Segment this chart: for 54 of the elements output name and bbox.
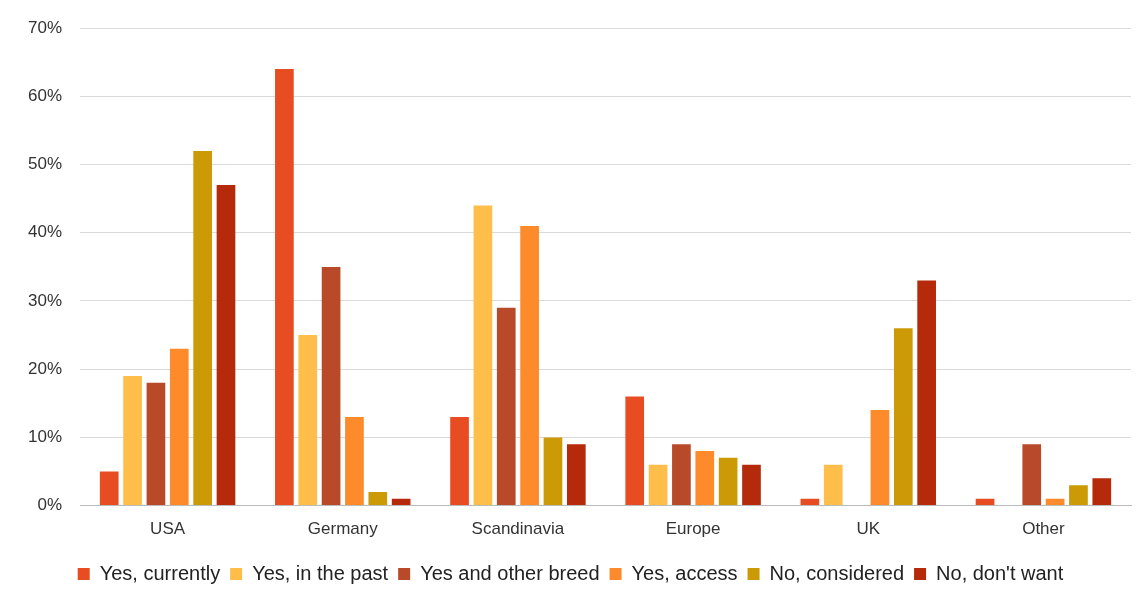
x-tick-label: Scandinavia: [471, 519, 565, 539]
bar: [566, 444, 586, 506]
y-tick-label: 10%: [27, 427, 63, 447]
bar: [216, 185, 236, 506]
x-tick-label: Europe: [665, 519, 721, 539]
bar: [625, 396, 645, 506]
bar: [1045, 498, 1065, 506]
x-tick-label: USA: [150, 519, 186, 539]
bar: [146, 382, 166, 506]
y-tick-label: 70%: [27, 17, 63, 37]
bar: [193, 150, 212, 506]
bar: [298, 335, 318, 506]
bar: [1022, 444, 1042, 506]
y-tick-label: 20%: [27, 358, 63, 378]
bar: [742, 464, 761, 506]
x-tick-label: UK: [856, 519, 881, 539]
bar: [695, 451, 715, 506]
bar: [893, 328, 913, 506]
bar: [975, 498, 995, 506]
x-tick-label: Other: [1022, 519, 1066, 539]
y-tick-label: 50%: [27, 154, 63, 174]
legend-label: Yes, currently: [99, 561, 221, 584]
y-tick-label: 40%: [27, 222, 63, 242]
legend-label: Yes, in the past: [252, 561, 389, 584]
bar: [473, 205, 493, 506]
bar: [672, 444, 691, 506]
bar: [391, 498, 411, 506]
legend-label: No, considered: [769, 561, 905, 584]
bar: [368, 491, 388, 506]
legend-label: Yes, access: [631, 561, 738, 584]
bar: [648, 464, 668, 506]
bar: [520, 225, 539, 506]
bar: [450, 416, 469, 506]
y-tick-label: 30%: [27, 290, 63, 310]
bar: [496, 307, 516, 506]
bar: [718, 457, 738, 506]
bar: [1092, 478, 1112, 506]
bar: [275, 69, 294, 506]
bar: [823, 464, 843, 506]
bar: [1069, 485, 1088, 506]
bar: [169, 348, 189, 506]
bar: [345, 416, 364, 506]
legend-label: Yes and other breed: [420, 561, 600, 584]
x-tick-label: Germany: [307, 519, 379, 539]
bar: [917, 280, 936, 506]
bar: [99, 471, 119, 506]
bar: [321, 266, 341, 506]
legend-label: No, don't want: [936, 561, 1064, 584]
bar: [123, 376, 142, 506]
bar: [800, 498, 820, 506]
bar: [543, 437, 563, 506]
y-tick-label: 0%: [37, 495, 63, 515]
bar: [870, 410, 890, 506]
y-tick-label: 60%: [27, 86, 63, 106]
